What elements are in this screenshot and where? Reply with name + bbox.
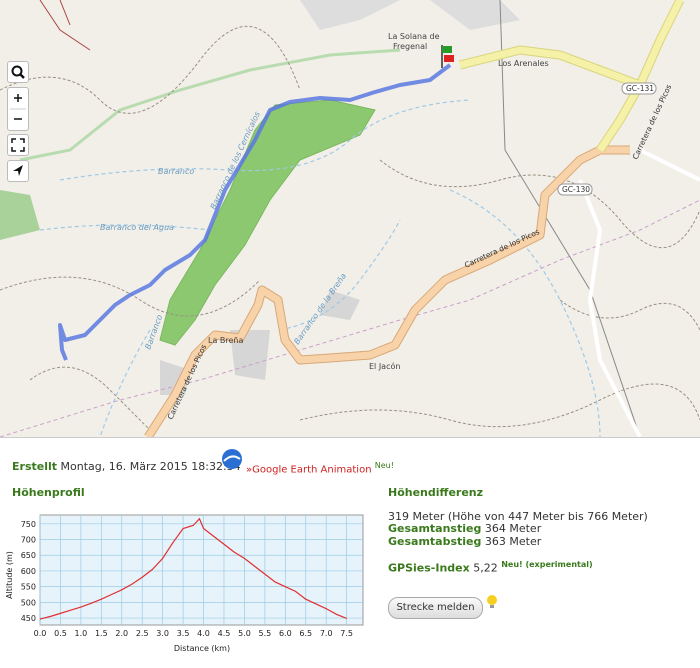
map-label: El Jacón <box>369 361 400 371</box>
y-tick-label: 750 <box>21 520 36 529</box>
descent: Gesamtabstieg 363 Meter <box>388 535 541 548</box>
x-tick-label: 5.5 <box>259 629 272 638</box>
created-label: Erstellt <box>12 460 58 473</box>
y-tick-label: 450 <box>21 614 36 623</box>
profile-title: Höhenprofil <box>12 486 85 499</box>
descent-value: 363 Meter <box>484 535 542 548</box>
map-label: Barranco <box>158 167 194 176</box>
google-earth-icon[interactable] <box>220 447 244 471</box>
divider <box>0 437 700 438</box>
diff-title: Höhendifferenz <box>388 486 484 499</box>
map-background <box>0 0 700 437</box>
x-tick-label: 6.0 <box>279 629 292 638</box>
ridge <box>39 0 91 51</box>
x-tick-label: 4.0 <box>197 629 210 638</box>
x-tick-label: 4.5 <box>218 629 231 638</box>
x-tick-label: 7.0 <box>320 629 333 638</box>
locate-icon <box>13 165 23 176</box>
ascent-label: Gesamtanstieg <box>388 522 482 535</box>
x-tick-label: 1.5 <box>95 629 108 638</box>
map-label: La Breña <box>208 336 243 345</box>
map-label: GC-130 <box>562 185 590 194</box>
report-button[interactable]: Strecke melden <box>388 597 483 619</box>
index-label: GPSies-Index <box>388 561 470 575</box>
road <box>145 146 630 437</box>
x-tick-label: 3.5 <box>177 629 190 638</box>
index-value: 5,22 <box>473 561 498 575</box>
building-area <box>160 290 360 395</box>
road-shield <box>557 183 593 196</box>
x-tick-label: 2.5 <box>136 629 149 638</box>
y-axis-title: Altitude (m) <box>5 551 14 599</box>
google-earth-link[interactable]: »Google Earth Animation <box>246 464 372 476</box>
y-tick-label: 500 <box>21 598 36 607</box>
track[interactable] <box>58 63 452 361</box>
map-label: Los Arenales <box>498 59 549 68</box>
road <box>459 0 684 152</box>
google-earth-line: »Google Earth Animation Neu! <box>246 461 394 475</box>
map-label: GC-131 <box>626 84 654 93</box>
new-badge: Neu! <box>374 461 394 470</box>
wood <box>0 190 40 240</box>
created-date: Montag, 16. März 2015 18:32:34 <box>60 460 241 473</box>
diff-text: 319 Meter (Höhe von 447 Meter bis 766 Me… <box>388 510 648 523</box>
created-line: Erstellt Montag, 16. März 2015 18:32:34 <box>12 460 241 473</box>
x-axis-title: Distance (km) <box>174 644 230 653</box>
search-icon <box>11 65 25 79</box>
map-label: Fregenal <box>393 42 427 51</box>
y-tick-label: 700 <box>21 536 36 545</box>
ascent: Gesamtanstieg 364 Meter <box>388 522 541 535</box>
zoom-control[interactable] <box>7 87 29 131</box>
start-flag[interactable] <box>441 45 454 68</box>
tip-bulb <box>487 595 497 608</box>
map-label: Barranco del Agua <box>100 223 174 232</box>
locate-button[interactable] <box>7 160 29 182</box>
x-tick-label: 0.0 <box>34 629 47 638</box>
y-tick-label: 550 <box>21 583 36 592</box>
elevation-chart: Altitude (m) Distance (km) 450 500 550 600 6… <box>5 514 364 653</box>
y-tick-label: 650 <box>21 551 36 560</box>
x-tick-label: 3.0 <box>156 629 169 638</box>
boundary <box>0 199 700 437</box>
x-tick-label: 2.0 <box>115 629 128 638</box>
descent-label: Gesamtabstieg <box>388 535 482 548</box>
map[interactable]: La Solana de Fregenal Los Arenales GC-13… <box>0 0 700 437</box>
power-line <box>499 0 641 437</box>
x-tick-label: 5.0 <box>238 629 251 638</box>
x-tick-label: 6.5 <box>299 629 312 638</box>
gpsies-index: GPSies-Index 5,22 Neu! (experimental) <box>388 560 593 575</box>
search-button[interactable] <box>7 61 29 83</box>
x-tick-label: 7.5 <box>340 629 353 638</box>
minor-road <box>578 148 700 437</box>
map-label: La Solana de <box>388 32 440 41</box>
ascent-value: 364 Meter <box>484 522 542 535</box>
plot-area <box>39 514 364 626</box>
streams <box>39 99 601 437</box>
x-tick-label: 0.5 <box>54 629 67 638</box>
fullscreen-button[interactable] <box>7 134 29 156</box>
fullscreen-icon <box>11 138 25 152</box>
index-new: Neu! (experimental) <box>501 560 593 569</box>
y-tick-label: 600 <box>21 567 36 576</box>
x-tick-label: 1.0 <box>75 629 88 638</box>
zoom-icons <box>10 94 26 120</box>
green-path <box>19 48 401 162</box>
road-shield <box>621 82 657 95</box>
elevation-line <box>39 517 347 620</box>
building-area <box>300 0 520 30</box>
